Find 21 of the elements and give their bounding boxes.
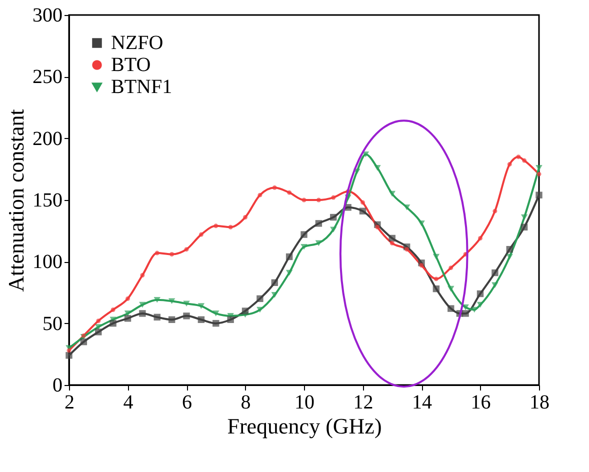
y-tick-label: 0 — [52, 374, 62, 396]
y-tick-label: 300 — [32, 4, 62, 26]
y-tick-label: 250 — [32, 66, 62, 88]
y-axis-title: Attenuation constant — [4, 109, 28, 292]
x-tick-label: 16 — [470, 392, 491, 414]
x-tick-label: 6 — [182, 392, 192, 414]
x-tick-label: 10 — [294, 392, 314, 414]
x-axis-title: Frequency (GHz) — [227, 414, 382, 438]
y-tick-label: 50 — [42, 312, 62, 335]
x-tick-label: 8 — [240, 392, 251, 414]
legend-label: BTO — [111, 54, 151, 76]
x-tick-label: 14 — [412, 392, 432, 414]
x-tick-label: 12 — [353, 392, 374, 414]
x-tick-label: 2 — [64, 392, 74, 414]
legend-label: NZFO — [111, 32, 164, 54]
x-tick-label: 18 — [530, 392, 550, 414]
y-tick-label: 200 — [32, 128, 62, 150]
x-tick-label: 4 — [123, 392, 134, 414]
y-tick-label: 100 — [32, 251, 62, 274]
y-tick-label: 150 — [32, 190, 62, 212]
legend-label: BTNF1 — [111, 76, 172, 98]
